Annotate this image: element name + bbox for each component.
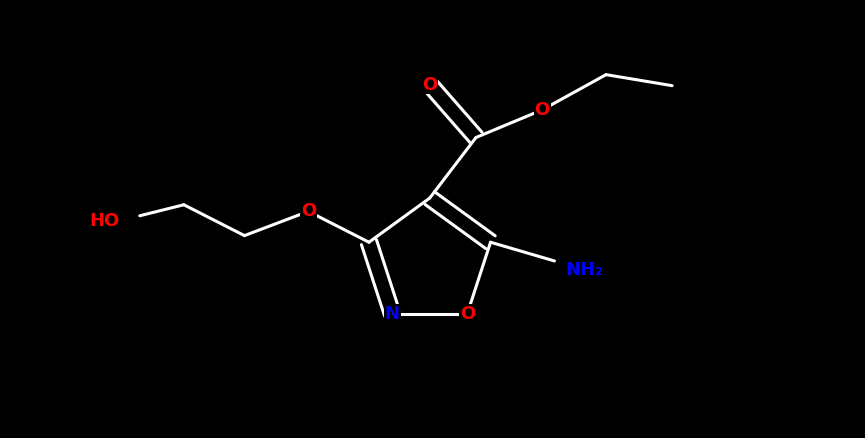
Text: HO: HO	[90, 212, 120, 230]
Text: O: O	[301, 202, 316, 220]
Text: O: O	[535, 101, 550, 119]
Text: O: O	[422, 76, 438, 94]
Text: O: O	[459, 305, 475, 323]
Text: NH₂: NH₂	[566, 261, 603, 279]
Text: N: N	[385, 305, 400, 323]
